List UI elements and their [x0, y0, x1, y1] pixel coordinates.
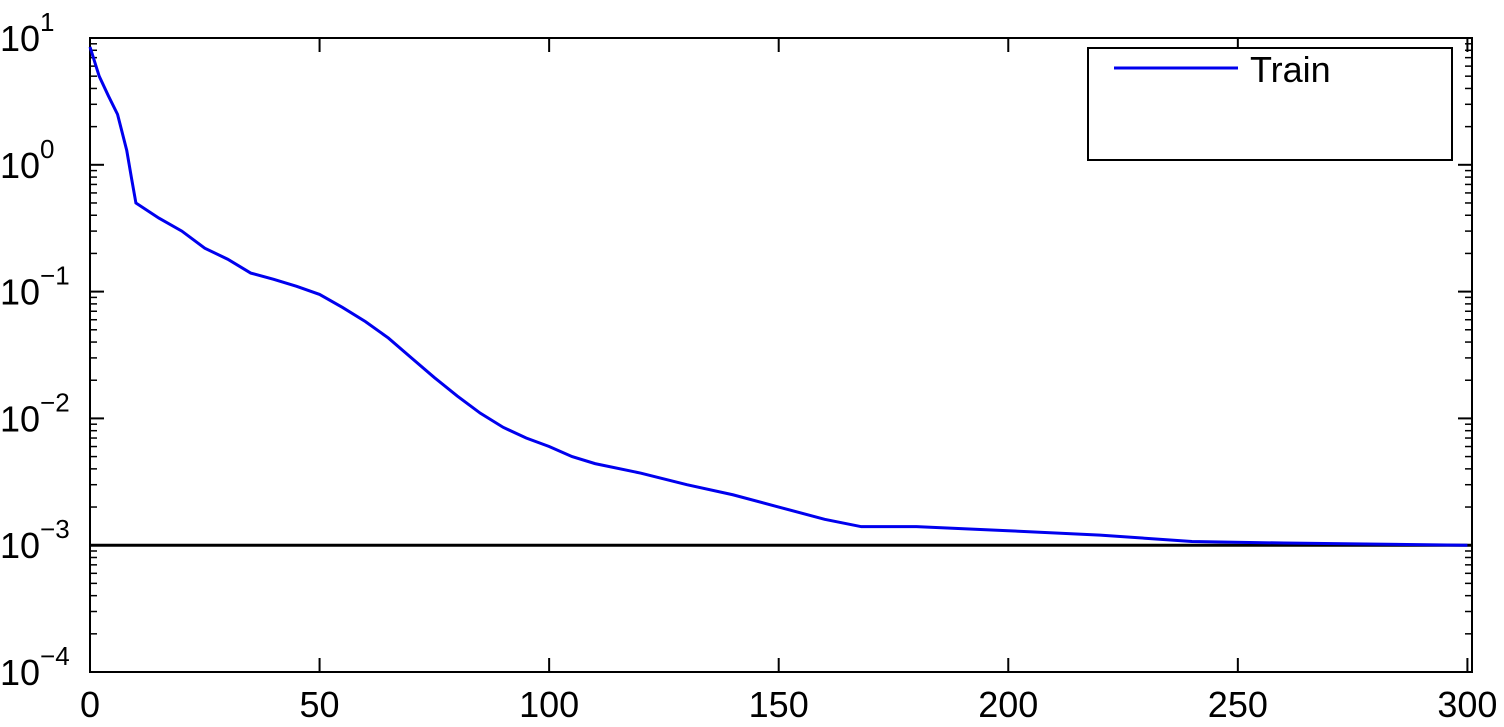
x-tick-label: 150: [749, 684, 809, 725]
legend-label: Train: [1250, 49, 1331, 90]
y-tick-exponent: −3: [40, 514, 70, 544]
x-tick-label: 300: [1437, 684, 1497, 725]
y-tick-label: 10−1: [0, 261, 70, 313]
x-tick-label: 50: [300, 684, 340, 725]
y-tick-exponent: −1: [40, 261, 70, 291]
y-tick-label: 10−4: [0, 641, 70, 693]
y-tick-base: 10: [0, 145, 40, 186]
series-line: [88, 46, 1468, 547]
y-tick-base: 10: [0, 272, 40, 313]
y-tick-exponent: 0: [40, 134, 54, 164]
y-tick-exponent: −4: [40, 641, 70, 671]
y-tick-label: 100: [0, 134, 55, 186]
y-tick-label: 10−3: [0, 514, 70, 566]
x-tick-label: 200: [978, 684, 1038, 725]
y-tick-exponent: 1: [40, 7, 54, 37]
y-tick-exponent: −2: [40, 387, 70, 417]
y-tick-base: 10: [0, 652, 40, 693]
y-tick-base: 10: [0, 18, 40, 59]
x-tick-label: 100: [519, 684, 579, 725]
y-tick-base: 10: [0, 525, 40, 566]
x-tick-label: 0: [80, 684, 100, 725]
y-tick-base: 10: [0, 398, 40, 439]
x-tick-label: 250: [1208, 684, 1268, 725]
y-tick-label: 101: [0, 7, 55, 59]
y-tick-label: 10−2: [0, 387, 70, 439]
